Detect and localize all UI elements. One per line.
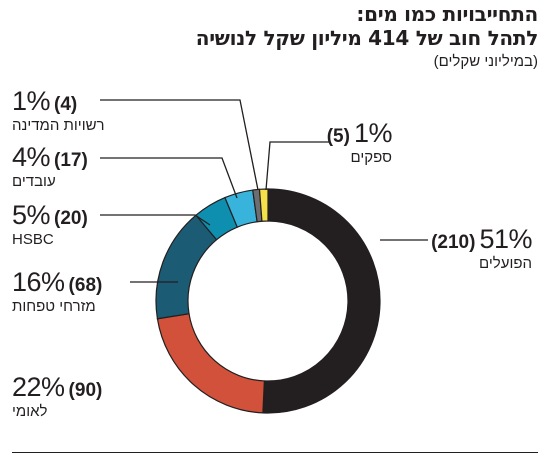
leader-line-workers (100, 157, 238, 199)
label-name: מזרחי טפחות (12, 298, 96, 315)
label-name: רשויות המדינה (12, 117, 105, 134)
label-name: עובדים (12, 173, 56, 190)
label-name: ספקים (350, 149, 392, 166)
leader-line-suppliers (265, 141, 330, 191)
label-value: (20) (54, 208, 88, 229)
label-value: (4) (54, 94, 78, 115)
label-value: (210) (431, 232, 476, 253)
slice-mizrahi (155, 214, 218, 320)
label-hsbc: 5% (20) HSBC (12, 200, 88, 248)
label-suppliers: 1% (5) ספקים (326, 118, 393, 166)
slice-hapoalim (262, 188, 381, 414)
label-workers: 4% (17) עובדים (12, 142, 88, 190)
slice-leumi (156, 313, 265, 414)
label-value: (5) (326, 126, 350, 147)
label-name: HSBC (12, 231, 54, 248)
label-value: (90) (68, 380, 103, 401)
bottom-divider (12, 452, 538, 453)
leader-line-hsbc (100, 214, 211, 226)
chart-title-block: התחייבויות כמו מים: לתהל חוב של 414 מילי… (12, 2, 539, 72)
label-mizrahi: 16% (68) מזרחי טפחות (12, 267, 102, 315)
label-name: לאומי (12, 403, 48, 420)
label-pct: 1% (12, 86, 51, 116)
label-leumi: 22% (90) לאומי (12, 372, 102, 420)
label-hapoalim: 51% (210) הפועלים (431, 224, 532, 272)
label-pct: 5% (12, 200, 51, 230)
label-pct: 51% (479, 224, 532, 254)
label-pct: 4% (12, 142, 51, 172)
label-pct: 16% (12, 267, 65, 297)
label-value: (68) (68, 275, 103, 296)
label-value: (17) (54, 150, 88, 171)
chart-title: התחייבויות כמו מים: (356, 2, 538, 26)
label-name: הפועלים (479, 255, 532, 272)
unit-note: (במיליוני שקלים) (433, 53, 538, 70)
slice-suppliers (258, 188, 269, 222)
label-state-authorities: 1% (4) רשויות המדינה (12, 86, 105, 134)
leader-line-state-authorities (100, 99, 259, 191)
label-pct: 22% (12, 372, 65, 402)
label-pct: 1% (353, 118, 393, 148)
chart-subtitle: לתהל חוב של 414 מיליון שקל לנושיה (195, 26, 539, 50)
